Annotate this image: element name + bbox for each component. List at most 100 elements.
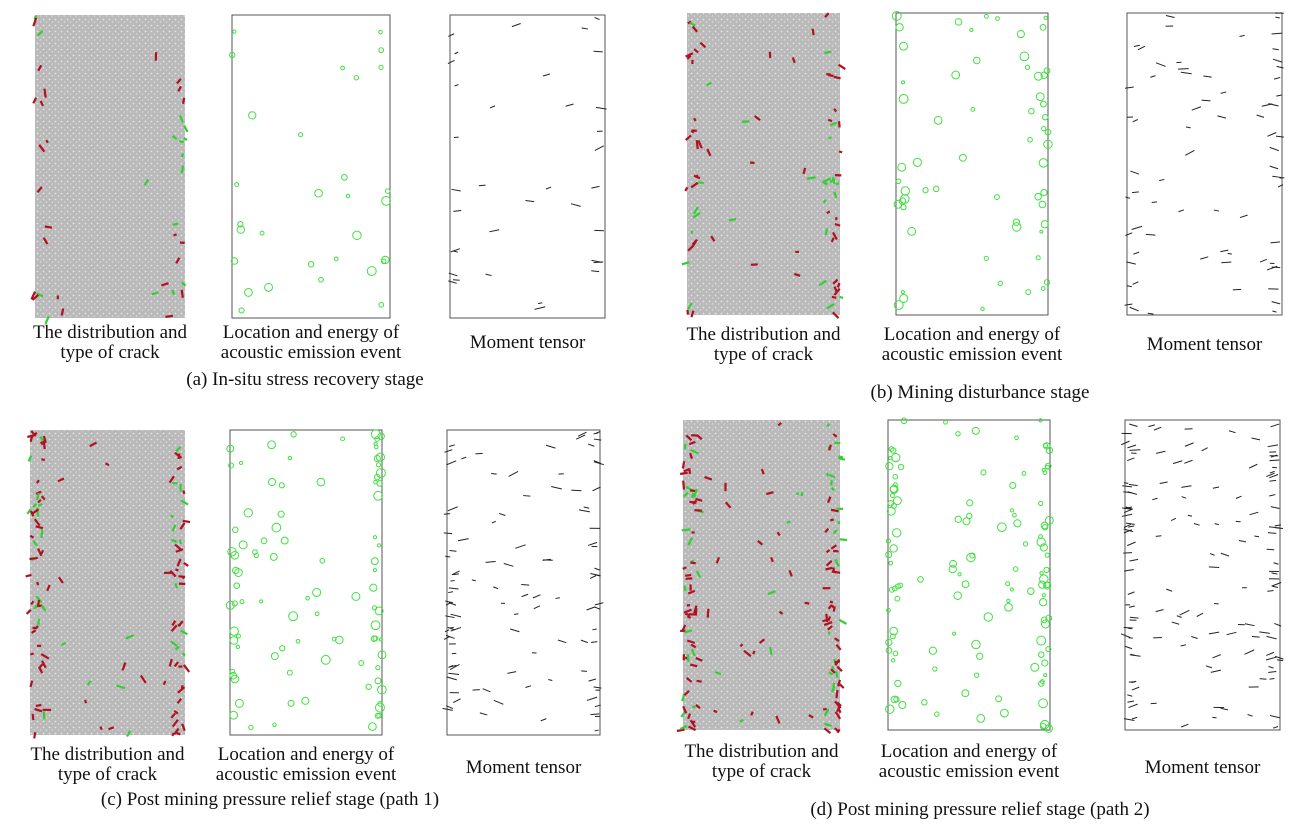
frame	[230, 430, 382, 735]
tensor	[491, 474, 497, 475]
crack	[182, 166, 183, 174]
ae-event	[918, 577, 924, 583]
crack	[692, 493, 693, 498]
crack	[828, 75, 833, 76]
crack	[182, 154, 183, 158]
crack	[807, 177, 816, 179]
ae-event	[249, 112, 256, 119]
crack	[840, 539, 848, 540]
ae-event	[895, 680, 901, 686]
tensor	[1221, 262, 1231, 263]
subfigure-label: The distribution and	[684, 741, 839, 762]
crack	[165, 316, 173, 317]
tensor	[1270, 716, 1280, 718]
subfigure-label: acoustic emission event	[882, 344, 1063, 365]
crack	[33, 714, 34, 720]
tensor	[1127, 286, 1132, 287]
crack	[828, 120, 832, 121]
tensor	[1213, 487, 1219, 488]
ae-event	[954, 592, 962, 600]
tensor	[522, 594, 529, 596]
tensor	[1274, 563, 1279, 565]
tensor	[1127, 701, 1133, 702]
crack	[42, 550, 43, 553]
crack	[44, 441, 45, 449]
tensor	[1202, 100, 1211, 101]
ae-event	[1006, 582, 1010, 586]
ae-event	[288, 700, 294, 706]
tensor	[1185, 150, 1194, 155]
crack	[691, 131, 693, 133]
subfigure-label: Location and energy of	[218, 744, 395, 765]
tensor	[446, 461, 456, 465]
ae-event	[234, 583, 240, 589]
tensor	[445, 556, 450, 557]
ae-event	[1039, 201, 1046, 208]
tensor	[1210, 554, 1215, 556]
tensor	[1202, 448, 1208, 451]
ae-event	[901, 290, 904, 293]
tensor	[587, 607, 596, 610]
tensor	[591, 186, 599, 188]
ae-event	[896, 24, 903, 31]
tensor	[1129, 484, 1138, 485]
crack	[839, 620, 846, 624]
ae-event	[901, 187, 909, 195]
tensor	[1171, 518, 1176, 520]
ae-event	[353, 231, 361, 239]
crack	[685, 575, 691, 576]
tensor	[1166, 589, 1172, 591]
tensor	[1267, 133, 1276, 137]
crack	[835, 224, 840, 226]
tensor	[494, 700, 504, 704]
ae-event	[998, 523, 1007, 532]
subfigure-label: acoustic emission event	[221, 342, 402, 363]
ae-event	[352, 592, 360, 600]
tensor	[1276, 95, 1281, 96]
crack	[796, 493, 799, 494]
tensor	[1228, 253, 1232, 254]
tensor	[1129, 424, 1137, 426]
crack	[184, 138, 187, 140]
tensor	[1159, 179, 1164, 180]
crack	[714, 711, 717, 712]
crack	[839, 709, 841, 713]
tensor	[1275, 17, 1279, 18]
tensor	[590, 576, 596, 579]
tensor	[571, 490, 581, 491]
ae-event	[317, 478, 325, 486]
tensor	[1192, 107, 1201, 110]
tensor	[472, 580, 476, 581]
crack	[38, 600, 39, 607]
subfigure-label: Location and energy of	[223, 322, 400, 343]
tensor	[1275, 528, 1283, 529]
tensor	[551, 487, 562, 489]
tensor	[1181, 645, 1186, 646]
tensor	[507, 672, 516, 674]
tensor	[589, 679, 596, 681]
tensor	[594, 568, 599, 570]
tensor	[1259, 632, 1269, 633]
tensor	[453, 280, 460, 281]
panel-caption: (a) In-situ stress recovery stage	[186, 369, 423, 390]
ae-event	[273, 723, 276, 726]
ae-event	[239, 461, 242, 464]
crack	[183, 521, 190, 522]
tensor	[1182, 497, 1187, 499]
tensor	[1134, 45, 1140, 46]
crack	[182, 290, 183, 298]
ae-event	[306, 596, 310, 600]
crack	[753, 651, 754, 654]
tensor	[591, 642, 597, 643]
ae-event	[933, 186, 939, 192]
ae-event	[886, 639, 892, 645]
tensor	[588, 444, 594, 446]
tensor	[445, 450, 453, 453]
ae-event	[1041, 287, 1045, 291]
tensor	[1191, 637, 1197, 639]
crack	[787, 521, 791, 522]
tensor	[1217, 116, 1226, 118]
ae-event	[379, 48, 384, 53]
tensor	[1272, 33, 1283, 34]
ae-event	[971, 107, 975, 111]
